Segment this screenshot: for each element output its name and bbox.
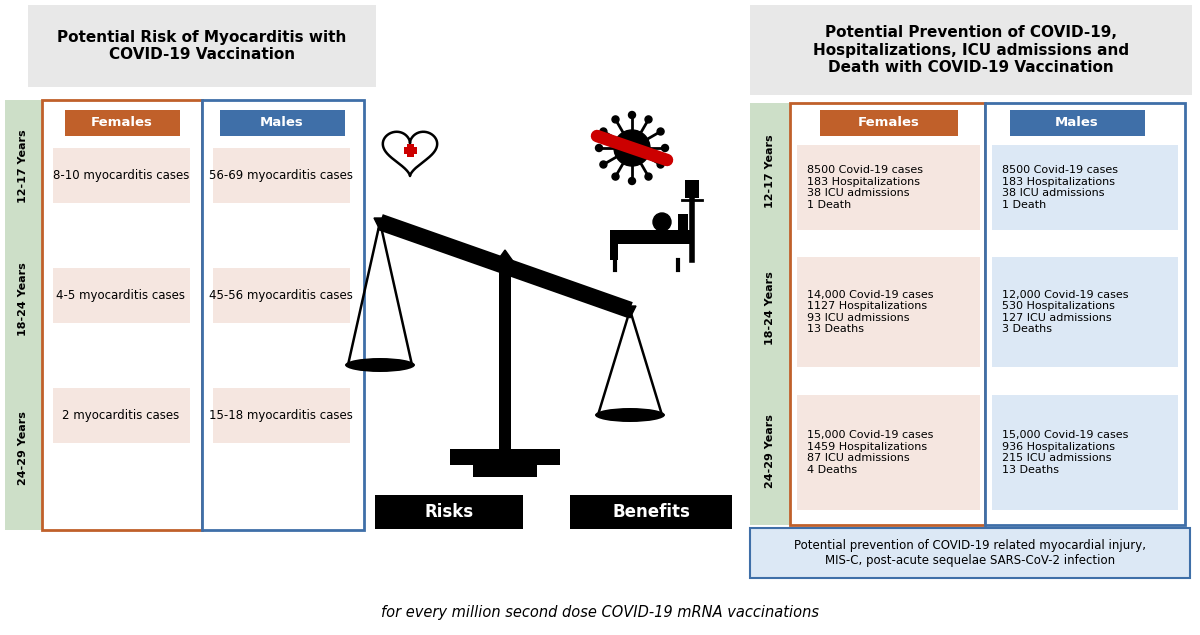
Bar xyxy=(570,495,732,529)
Text: 15-18 myocarditis cases: 15-18 myocarditis cases xyxy=(209,409,353,422)
Bar xyxy=(499,264,511,449)
Bar xyxy=(685,180,698,198)
Circle shape xyxy=(629,112,636,119)
Bar xyxy=(65,110,180,136)
Bar xyxy=(750,240,790,377)
Bar xyxy=(5,366,42,530)
Bar xyxy=(797,257,980,367)
Text: 24-29 Years: 24-29 Years xyxy=(18,411,29,485)
Bar xyxy=(750,5,1192,95)
Bar xyxy=(5,100,42,233)
Circle shape xyxy=(661,145,668,152)
Circle shape xyxy=(653,213,671,231)
Bar xyxy=(473,465,538,477)
Bar xyxy=(797,395,980,510)
Bar xyxy=(820,110,958,136)
Bar xyxy=(610,230,690,244)
Circle shape xyxy=(600,128,607,135)
Bar xyxy=(374,495,523,529)
Text: 2 myocarditis cases: 2 myocarditis cases xyxy=(62,409,180,422)
Text: 24-29 Years: 24-29 Years xyxy=(766,414,775,488)
Ellipse shape xyxy=(595,408,665,422)
Circle shape xyxy=(612,116,619,123)
Bar xyxy=(992,257,1178,367)
Bar xyxy=(403,147,416,154)
Text: 18-24 Years: 18-24 Years xyxy=(766,272,775,345)
Text: Females: Females xyxy=(858,116,920,130)
Bar xyxy=(750,528,1190,578)
Circle shape xyxy=(612,173,619,180)
Text: 8500 Covid-19 cases
183 Hospitalizations
38 ICU admissions
1 Death: 8500 Covid-19 cases 183 Hospitalizations… xyxy=(808,165,923,210)
Circle shape xyxy=(595,145,602,152)
Bar xyxy=(214,268,350,323)
Text: 8-10 myocarditis cases: 8-10 myocarditis cases xyxy=(53,169,190,182)
Bar xyxy=(750,377,790,525)
Bar xyxy=(214,148,350,203)
Bar xyxy=(42,100,202,530)
Text: Males: Males xyxy=(260,116,304,130)
Bar xyxy=(985,103,1186,525)
Text: Males: Males xyxy=(1055,116,1099,130)
Text: 12,000 Covid-19 cases
530 Hospitalizations
127 ICU admissions
3 Deaths: 12,000 Covid-19 cases 530 Hospitalizatio… xyxy=(1002,290,1128,335)
Text: 56-69 myocarditis cases: 56-69 myocarditis cases xyxy=(209,169,353,182)
Bar xyxy=(53,148,190,203)
Text: Potential prevention of COVID-19 related myocardial injury,
MIS-C, post-acute se: Potential prevention of COVID-19 related… xyxy=(794,539,1146,567)
Polygon shape xyxy=(496,250,515,264)
Bar xyxy=(610,230,618,260)
Polygon shape xyxy=(374,218,386,230)
Bar xyxy=(1010,110,1145,136)
Text: Potential Prevention of COVID-19,
Hospitalizations, ICU admissions and
Death wit: Potential Prevention of COVID-19, Hospit… xyxy=(812,25,1129,75)
Bar xyxy=(28,5,376,87)
Ellipse shape xyxy=(346,358,415,372)
Text: 8500 Covid-19 cases
183 Hospitalizations
38 ICU admissions
1 Death: 8500 Covid-19 cases 183 Hospitalizations… xyxy=(1002,165,1118,210)
Text: 12-17 Years: 12-17 Years xyxy=(18,130,29,203)
Bar xyxy=(407,144,414,156)
Text: for every million second dose COVID-19 mRNA vaccinations: for every million second dose COVID-19 m… xyxy=(382,605,818,620)
Text: 15,000 Covid-19 cases
1459 Hospitalizations
87 ICU admissions
4 Deaths: 15,000 Covid-19 cases 1459 Hospitalizati… xyxy=(808,430,934,475)
Text: Benefits: Benefits xyxy=(612,503,690,521)
Polygon shape xyxy=(383,131,437,176)
Bar xyxy=(790,103,985,525)
Text: Risks: Risks xyxy=(425,503,474,521)
Bar xyxy=(53,268,190,323)
Bar xyxy=(202,100,364,530)
Bar xyxy=(220,110,346,136)
Text: 45-56 myocarditis cases: 45-56 myocarditis cases xyxy=(209,289,353,302)
Circle shape xyxy=(658,161,664,168)
Text: 12-17 Years: 12-17 Years xyxy=(766,135,775,208)
Bar xyxy=(678,214,688,244)
Bar xyxy=(797,145,980,230)
Text: 14,000 Covid-19 cases
1127 Hospitalizations
93 ICU admissions
13 Deaths: 14,000 Covid-19 cases 1127 Hospitalizati… xyxy=(808,290,934,335)
Bar xyxy=(53,388,190,443)
Circle shape xyxy=(614,130,650,166)
Polygon shape xyxy=(624,306,636,318)
Bar xyxy=(5,233,42,366)
Text: 18-24 Years: 18-24 Years xyxy=(18,263,29,337)
Bar xyxy=(992,395,1178,510)
Text: Potential Risk of Myocarditis with
COVID-19 Vaccination: Potential Risk of Myocarditis with COVID… xyxy=(58,30,347,62)
Bar xyxy=(214,388,350,443)
Circle shape xyxy=(629,178,636,185)
Text: 4-5 myocarditis cases: 4-5 myocarditis cases xyxy=(56,289,186,302)
Text: 15,000 Covid-19 cases
936 Hospitalizations
215 ICU admissions
13 Deaths: 15,000 Covid-19 cases 936 Hospitalizatio… xyxy=(1002,430,1128,475)
Circle shape xyxy=(600,161,607,168)
Bar xyxy=(750,103,790,240)
Bar xyxy=(450,449,560,465)
Bar xyxy=(992,145,1178,230)
Text: Females: Females xyxy=(91,116,152,130)
Circle shape xyxy=(646,173,652,180)
Circle shape xyxy=(658,128,664,135)
Circle shape xyxy=(646,116,652,123)
